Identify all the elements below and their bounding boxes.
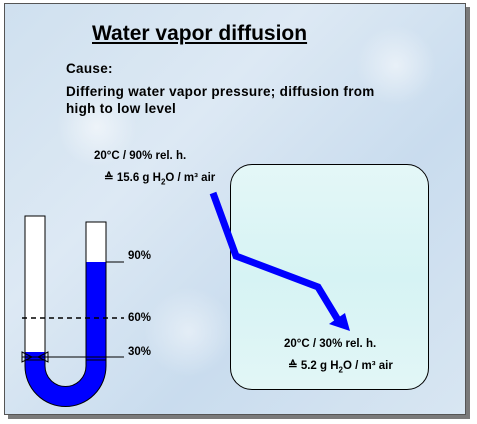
room-box — [230, 164, 429, 390]
manometer-u-bend — [24, 359, 107, 407]
target-condition-line2: ≙ 5.2 g H2O / m³ air — [288, 360, 393, 375]
cause-label: Cause: — [66, 61, 113, 76]
level-60-label: 60% — [128, 312, 152, 324]
level-30-label: 30% — [128, 346, 152, 358]
source-condition-line1: 20°C / 90% rel. h. — [94, 150, 187, 162]
level-30-arrow-left — [21, 351, 34, 363]
manometer-left-tube — [24, 215, 46, 362]
cause-text: Differing water vapor pressure; diffusio… — [66, 84, 375, 116]
target-condition-line1: 20°C / 30% rel. h. — [284, 338, 377, 350]
source-condition-line2: ≙ 15.6 g H2O / m³ air — [104, 172, 216, 187]
level-30-arrow-right — [36, 351, 49, 363]
page-title: Water vapor diffusion — [92, 22, 308, 45]
diffusion-arrow-head — [329, 313, 350, 331]
manometer-fluid-right — [86, 262, 106, 362]
diffusion-arrow-shaft — [209, 191, 341, 322]
level-90-label: 90% — [128, 250, 152, 262]
